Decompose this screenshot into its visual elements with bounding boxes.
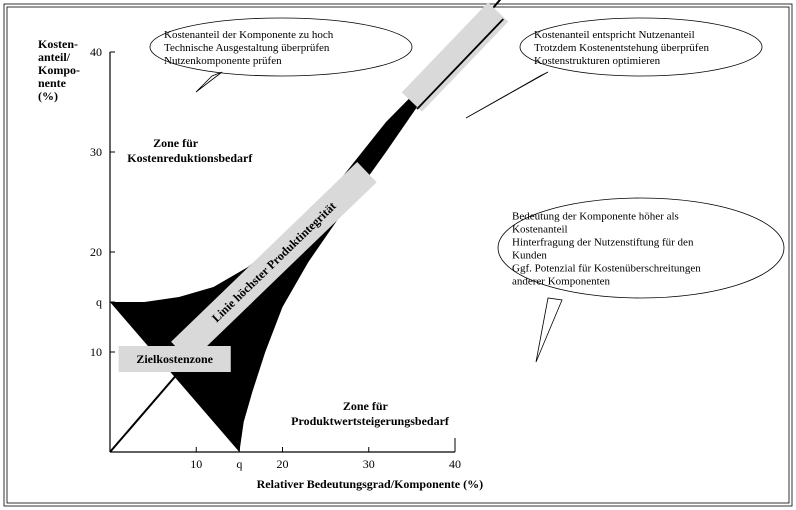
y-tick-label: 30: [90, 145, 102, 159]
callout-top-left-line: Kostenanteil der Komponente zu hoch: [164, 29, 334, 41]
callout-top-left-tail: [196, 72, 222, 92]
chart-svg: Linie höchster ProduktintegritätZielkost…: [0, 0, 796, 510]
diagram-frame: Linie höchster ProduktintegritätZielkost…: [0, 0, 796, 510]
y-tick-label: 10: [90, 345, 102, 359]
x-tick-label: 30: [363, 457, 375, 471]
zone-lower-right-l2: Produktwertsteigerungsbedarf: [291, 414, 450, 428]
callout-right-line: Kunden: [512, 250, 547, 262]
callout-top-right-tail: [466, 72, 548, 118]
x-q-label: q: [236, 457, 242, 471]
callout-right-line: Ggf. Potenzial für Kostenüberschreitunge…: [512, 263, 701, 275]
callout-top-left-line: Nutzenkomponente prüfen: [164, 55, 282, 67]
x-tick-label: 20: [277, 457, 289, 471]
zone-upper-left-l1: Zone für: [153, 136, 199, 150]
x-tick-label: 40: [449, 457, 461, 471]
y-tick-label: 40: [90, 45, 102, 59]
x-tick-label: 10: [190, 457, 202, 471]
callout-right-line: Bedeutung der Komponente höher als: [512, 211, 679, 223]
y-axis-title-line: Kosten-: [38, 37, 78, 51]
ribbon-tail: [412, 12, 498, 102]
callout-top-right-line: Trotzdem Kostenentstehung überprüfen: [534, 42, 709, 54]
y-axis-title-line: (%): [38, 89, 58, 103]
y-tick-label: 20: [90, 245, 102, 259]
callout-top-right-line: Kostenstrukturen optimieren: [534, 55, 661, 67]
zone-lower-right-l1: Zone für: [343, 399, 389, 413]
callout-right-line: Hinterfragung der Nutzenstiftung für den: [512, 237, 694, 249]
callout-top-right-line: Kostenanteil entspricht Nutzenanteil: [534, 29, 695, 41]
zielkosten-label: Zielkostenzone: [136, 352, 213, 366]
y-axis-title-line: Kompo-: [38, 63, 80, 77]
ribbon-group: Linie höchster Produktintegrität: [171, 162, 377, 362]
zone-upper-left-l2: Kostenreduktionsbedarf: [127, 151, 253, 165]
callout-right-line: Kostenanteil: [512, 224, 568, 236]
x-axis-title: Relativer Bedeutungsgrad/Komponente (%): [257, 477, 483, 491]
callout-right-line: anderer Komponenten: [512, 276, 611, 288]
callout-top-left-line: Technische Ausgestaltung überprüfen: [164, 42, 330, 54]
y-axis-title-line: nente: [38, 76, 67, 90]
callout-right-tail: [536, 298, 562, 362]
y-q-label: q: [96, 295, 102, 309]
y-axis-title-line: anteil/: [38, 50, 71, 64]
